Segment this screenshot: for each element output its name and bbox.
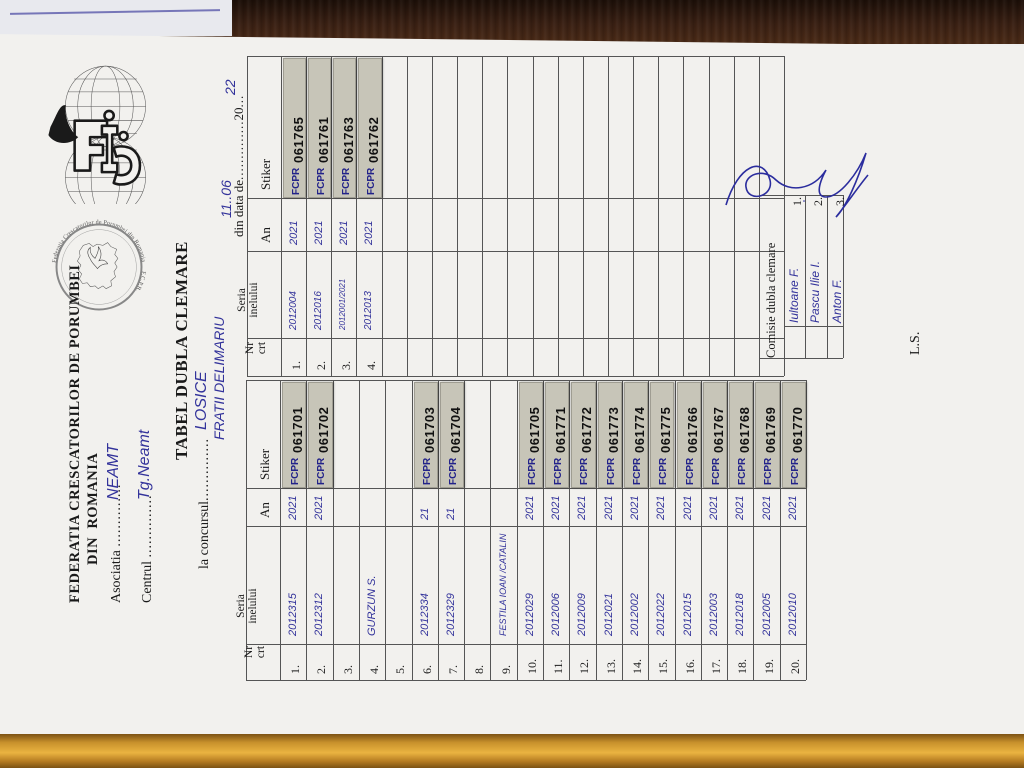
svg-text:Federatia Crescatorilor de Por: Federatia Crescatorilor de Porumbei din … — [52, 220, 146, 264]
svg-text:F.C.P.R.: F.C.P.R. — [133, 271, 146, 293]
